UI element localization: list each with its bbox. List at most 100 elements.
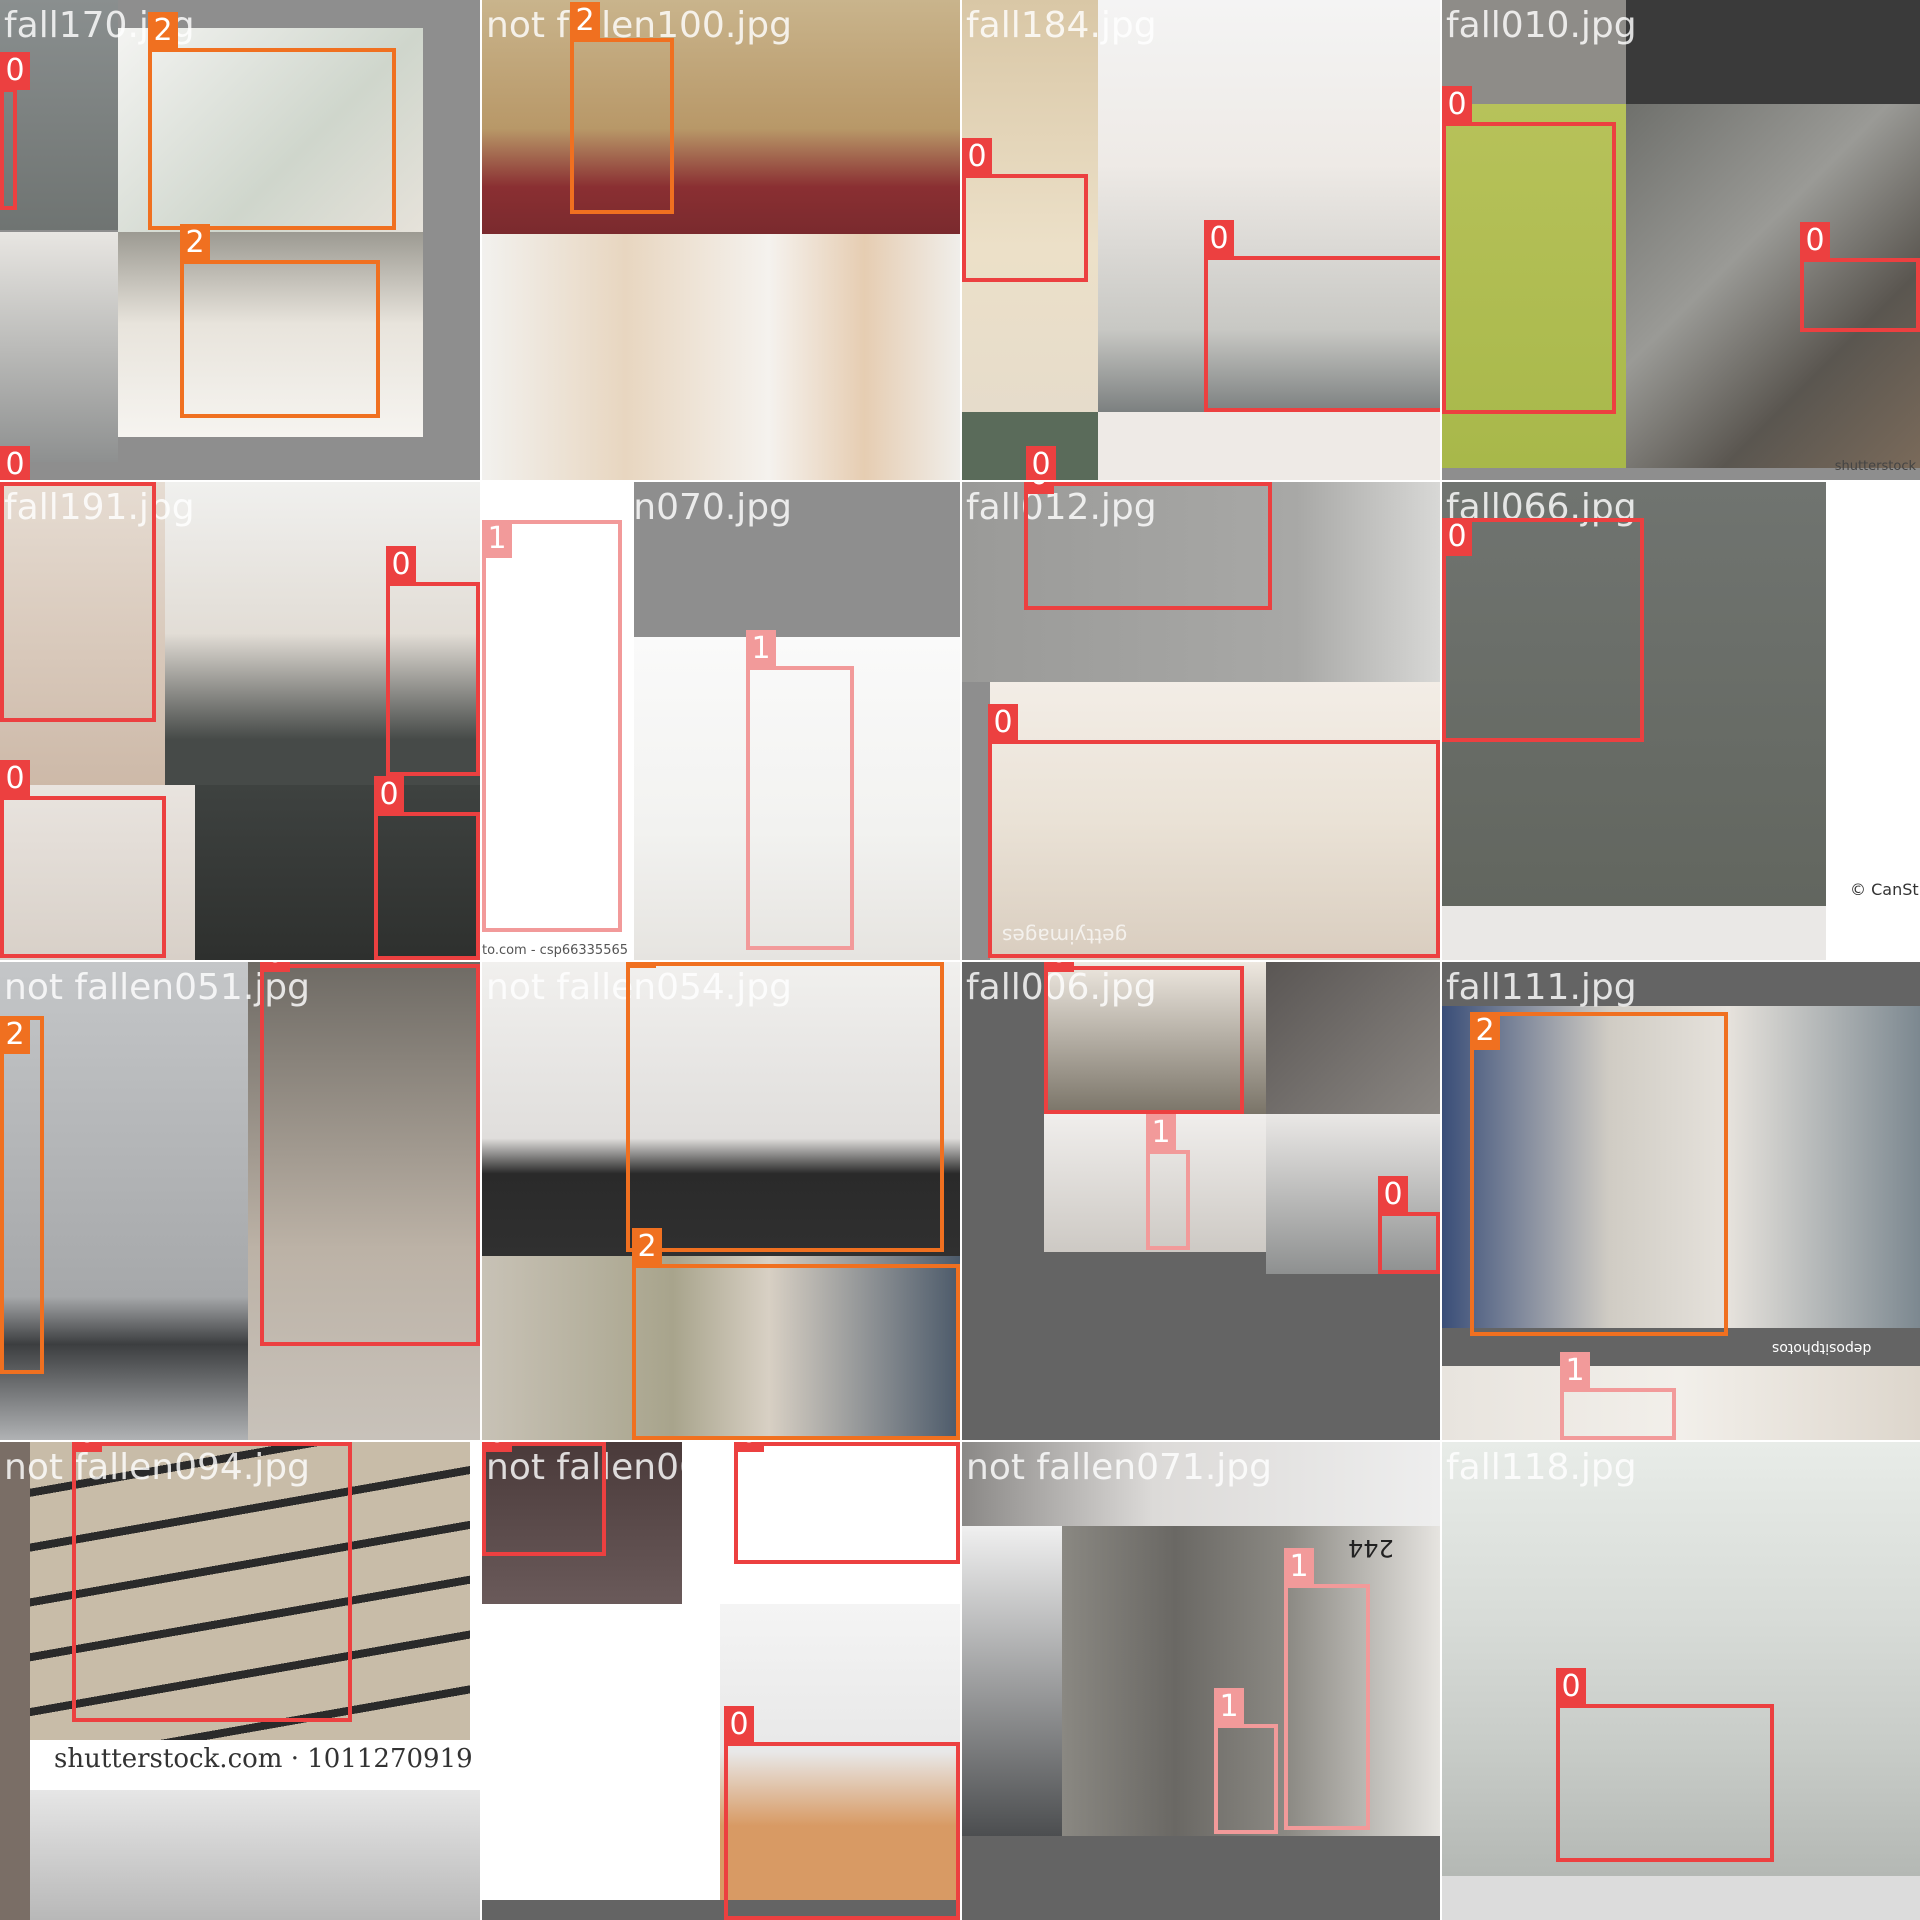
- watermark: shutterstock.com · 1011270919: [54, 1744, 473, 1774]
- tile-caption: fall191.jpg: [4, 487, 195, 528]
- tile-caption: not fallen060.jpg: [486, 1447, 792, 1488]
- house-number: 244: [1348, 1534, 1394, 1562]
- scene-man-crawling-chair: [1442, 482, 1826, 906]
- bbox-class-label: 1: [746, 630, 776, 668]
- scene-boy-on-floor-close: [248, 962, 480, 1440]
- scene-man-armchair: [118, 28, 423, 232]
- bbox-class-1: 1: [1284, 1548, 1370, 1830]
- bbox-class-label: 2: [1470, 1012, 1500, 1050]
- bbox-class-0: 0: [72, 1442, 352, 1722]
- tile-caption: fall111.jpg: [1446, 967, 1637, 1008]
- scene-living-room-woman-chair: [482, 0, 960, 234]
- tile-fall184: fall184.jpg 0 0 0: [962, 0, 1440, 480]
- watermark: depositphotos: [1772, 1340, 1872, 1356]
- bbox-class-label: 0: [1024, 482, 1054, 494]
- scene-man-head-in-hands: [482, 1256, 960, 1440]
- bbox-class-0: 0: [988, 704, 1440, 958]
- bbox-class-label: 2: [626, 962, 656, 968]
- tile-fall191: fall191.jpg 0 0 0 0: [0, 482, 480, 960]
- bbox-class-label: 0: [988, 704, 1018, 742]
- scene-room-chair: [0, 232, 118, 462]
- scene-railing-curb: [1626, 104, 1920, 468]
- bbox-class-0: 0: [724, 1706, 960, 1920]
- bbox-class-0: 0: [1442, 86, 1616, 414]
- bbox-class-label: 0: [0, 52, 30, 90]
- tile-not-fallen054: not fallen054.jpg 2 2: [482, 962, 960, 1440]
- bbox-class-2: 2: [0, 1016, 44, 1374]
- scene-top-decor: [962, 1442, 1440, 1526]
- scene-lobby-bottom: [1442, 1876, 1920, 1920]
- tile-caption: not fallen071.jpg: [966, 1447, 1272, 1488]
- scene-walking-man: [482, 482, 634, 960]
- tile-not-fallen070: not fallen070.jpg 1 1 to.com - csp663355…: [482, 482, 960, 960]
- bbox-class-2: 2: [626, 962, 944, 1252]
- bbox-class-0: 0: [0, 482, 156, 722]
- bbox-class-label: 2: [632, 1228, 662, 1266]
- bbox-class-label: 1: [1146, 1114, 1176, 1152]
- tile-fall118: fall118.jpg 0: [1442, 1442, 1920, 1920]
- scene-office-desk-man: [165, 482, 480, 785]
- bbox-class-label: 1: [482, 520, 512, 558]
- bbox-class-0: 0: [482, 1442, 606, 1556]
- scene-room-bottom: [1098, 412, 1440, 480]
- bbox-class-1: 1: [1146, 1114, 1190, 1250]
- bbox-class-label: 0: [1442, 86, 1472, 124]
- tile-caption: not fallen054.jpg: [486, 967, 792, 1008]
- bbox-class-0: 0: [734, 1442, 960, 1564]
- tile-not-fallen051: not fallen051.jpg 2 0: [0, 962, 480, 1440]
- bbox-class-0: 0: [1044, 962, 1244, 1114]
- bbox-class-1: 1: [746, 630, 854, 950]
- bbox-class-1: 1: [482, 520, 622, 932]
- bbox-class-label: 0: [734, 1442, 764, 1452]
- bbox-class-label: 2: [180, 224, 210, 262]
- scene-office-room: [962, 1526, 1062, 1836]
- bbox-class-2: 2: [180, 224, 380, 418]
- bbox-class-label: 0: [1044, 962, 1074, 972]
- tile-fall012: fall012.jpg 0 0 gettyimages: [962, 482, 1440, 960]
- bbox-class-label: 0: [0, 446, 30, 480]
- bbox-class-0: 0: [1024, 482, 1272, 610]
- bbox-class-label: 0: [1800, 222, 1830, 260]
- tile-fall006: fall006.jpg 0 1 0: [962, 962, 1440, 1440]
- bbox-class-1: 1: [1560, 1352, 1676, 1440]
- scene-man-crawling-room: [1098, 0, 1440, 412]
- scene-white-ceiling: [30, 1790, 480, 1920]
- bbox-class-label: 0: [1204, 220, 1234, 258]
- scene-office-chair: [0, 0, 118, 230]
- scene-woman-wood-floor: [720, 1604, 960, 1900]
- bbox-class-0: 0: [1556, 1668, 1774, 1862]
- bbox-class-label: 2: [148, 12, 178, 50]
- bbox-class-label: 0: [1026, 446, 1056, 480]
- bbox-class-2: 2: [632, 1228, 960, 1440]
- bbox-class-0: 0: [386, 546, 480, 776]
- scene-teal-sofa: [482, 1604, 720, 1900]
- tile-fall111: fall111.jpg 2 1 depositphotos: [1442, 962, 1920, 1440]
- bbox-class-2: 2: [1470, 1012, 1728, 1336]
- watermark: © CanSt: [1850, 880, 1919, 899]
- bbox-class-label: 2: [0, 1016, 30, 1054]
- scene-stair-wall: [0, 1442, 30, 1920]
- scene-office-bookshelf: [1442, 1366, 1920, 1440]
- scene-woman-at-computer: [1442, 1006, 1920, 1328]
- scene-legs-carpet: [962, 482, 1440, 682]
- bbox-class-label: 1: [1214, 1688, 1244, 1726]
- bbox-class-1: 1: [1214, 1688, 1278, 1834]
- bbox-class-label: 1: [1284, 1548, 1314, 1586]
- scene-man-on-green-floor: [1442, 104, 1626, 468]
- bbox-class-label: 0: [260, 962, 290, 972]
- tile-caption: not fallen094.jpg: [4, 1447, 310, 1488]
- scene-woman-sitting-floor: [482, 962, 960, 1256]
- bbox-class-label: 0: [374, 776, 404, 814]
- bbox-class-label: 0: [72, 1442, 102, 1452]
- scene-old-man-floor: [1044, 962, 1266, 1114]
- scene-boy-on-floor: [0, 482, 165, 785]
- bbox-class-2: 2: [148, 12, 396, 230]
- tile-caption: fall012.jpg: [966, 487, 1157, 528]
- tile-caption: fall010.jpg: [1446, 5, 1637, 46]
- watermark: to.com - csp66335565: [482, 943, 629, 958]
- scene-bottom-strip: [1442, 906, 1826, 960]
- scene-asphalt-top: [1626, 0, 1920, 104]
- tile-not-fallen100: not fallen100.jpg 2: [482, 0, 960, 480]
- scene-legs-on-floor: [962, 0, 1098, 412]
- bbox-class-0: 0: [1800, 222, 1920, 332]
